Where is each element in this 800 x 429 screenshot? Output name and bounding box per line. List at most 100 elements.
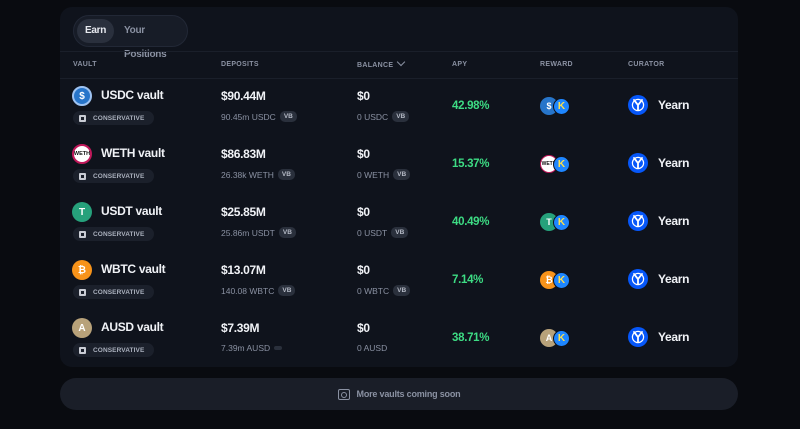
risk-label: CONSERVATIVE [93, 288, 145, 296]
deposits-value: $13.07M [221, 263, 266, 277]
risk-label: CONSERVATIVE [93, 346, 145, 354]
apy-value: 42.98% [452, 100, 490, 112]
vault-name: AUSD vault [101, 320, 164, 334]
column-header-reward: REWARD [540, 61, 573, 68]
risk-badge: CONSERVATIVE [73, 285, 154, 299]
wbtc-icon: ₿ [72, 260, 92, 280]
curator[interactable]: Yearn [628, 153, 690, 173]
balance-value: $0 [357, 89, 370, 103]
table-header: VAULT DEPOSITS BALANCE APY REWARD CURATO… [60, 51, 738, 79]
risk-badge: CONSERVATIVE [73, 111, 154, 125]
risk-label: CONSERVATIVE [93, 230, 145, 238]
deposits-token-amount: 26.38k WETH [221, 169, 274, 180]
balance-token: 0 USDC VB [357, 111, 410, 122]
tab-your-positions[interactable]: Your Positions [124, 25, 167, 60]
deposits-token-amount: 90.45m USDC [221, 111, 276, 122]
reward-tokens[interactable]: A K [540, 329, 576, 349]
shield-grid-icon [79, 230, 86, 238]
column-header-deposits: DEPOSITS [221, 61, 259, 68]
curator-name: Yearn [658, 214, 690, 228]
balance-token: 0 WETH VB [357, 169, 411, 180]
vault-name: USDC vault [101, 88, 164, 102]
kernel-token-icon: K [553, 156, 570, 173]
more-vaults-label: More vaults coming soon [356, 389, 461, 399]
yearn-logo-icon [628, 95, 648, 115]
vault-row[interactable]: T USDT vault CONSERVATIVE $25.85M 25.86m… [60, 193, 738, 251]
apy-value: 40.49% [452, 216, 490, 228]
deposits-value: $7.39M [221, 321, 260, 335]
deposits-value: $25.85M [221, 205, 266, 219]
balance-token-amount: 0 USDT [357, 227, 388, 238]
deposits-value: $86.83M [221, 147, 266, 161]
yearn-logo-icon [628, 211, 648, 231]
reward-tokens[interactable]: WETH K [540, 155, 576, 175]
vb-badge: VB [279, 111, 297, 122]
deposits-value: $90.44M [221, 89, 266, 103]
yearn-logo-icon [628, 327, 648, 347]
tab-bar: Earn Your Positions [73, 15, 188, 60]
balance-token: 0 USDT VB [357, 227, 409, 238]
usdt-icon: T [72, 202, 92, 222]
more-vaults-banner: More vaults coming soon [60, 378, 738, 410]
vb-badge: VB [278, 285, 296, 296]
reward-tokens[interactable]: $ K [540, 97, 576, 117]
vb-badge: VB [391, 227, 409, 238]
curator[interactable]: Yearn [628, 211, 690, 231]
balance-token-amount: 0 WBTC [357, 285, 390, 296]
column-header-balance[interactable]: BALANCE [357, 57, 406, 69]
risk-label: CONSERVATIVE [93, 172, 145, 180]
deposits-token: 90.45m USDC VB [221, 111, 297, 122]
reward-tokens[interactable]: T K [540, 213, 576, 233]
deposits-token: 140.08 WBTC VB [221, 285, 296, 296]
shield-grid-icon [79, 172, 86, 180]
balance-token-amount: 0 AUSD [357, 343, 388, 353]
vault-row[interactable]: ₿ WBTC vault CONSERVATIVE $13.07M 140.08… [60, 251, 738, 309]
curator-name: Yearn [658, 330, 690, 344]
balance-value: $0 [357, 321, 370, 335]
ausd-icon: A [72, 318, 92, 338]
deposits-token-amount: 25.86m USDT [221, 227, 275, 238]
balance-header-label: BALANCE [357, 62, 394, 69]
vault-row[interactable]: A AUSD vault CONSERVATIVE $7.39M 7.39m A… [60, 309, 738, 367]
vaults-panel: Earn Your Positions VAULT DEPOSITS BALAN… [60, 7, 738, 367]
balance-token: 0 AUSD [357, 343, 387, 353]
vault-name: WETH vault [101, 146, 165, 160]
vault-name: USDT vault [101, 204, 163, 218]
risk-label: CONSERVATIVE [93, 114, 145, 122]
balance-token-amount: 0 WETH [357, 169, 390, 180]
column-header-vault: VAULT [73, 61, 97, 68]
curator-name: Yearn [658, 98, 690, 112]
kernel-token-icon: K [553, 214, 570, 231]
curator-name: Yearn [658, 156, 690, 170]
risk-badge: CONSERVATIVE [73, 227, 154, 241]
kernel-token-icon: K [553, 272, 570, 289]
shield-grid-icon [79, 114, 86, 122]
balance-token-amount: 0 USDC [357, 111, 389, 122]
curator[interactable]: Yearn [628, 269, 690, 289]
column-header-apy: APY [452, 61, 468, 68]
balance-token: 0 WBTC VB [357, 285, 411, 296]
vault-row[interactable]: WETH WETH vault CONSERVATIVE $86.83M 26.… [60, 135, 738, 193]
apy-value: 15.37% [452, 158, 490, 170]
balance-value: $0 [357, 205, 370, 219]
usdc-icon: $ [72, 86, 92, 106]
reward-tokens[interactable]: ₿ K [540, 271, 576, 291]
apy-value: 38.71% [452, 332, 490, 344]
deposits-token-amount: 7.39m AUSD [221, 343, 271, 353]
deposits-token: 7.39m AUSD [221, 343, 283, 353]
risk-badge: CONSERVATIVE [73, 343, 154, 357]
balance-value: $0 [357, 263, 370, 277]
vault-row[interactable]: $ USDC vault CONSERVATIVE $90.44M 90.45m… [60, 77, 738, 135]
vault-name: WBTC vault [101, 262, 166, 276]
deposits-token: 25.86m USDT VB [221, 227, 296, 238]
curator[interactable]: Yearn [628, 95, 690, 115]
kernel-token-icon: K [553, 98, 570, 115]
vb-badge: VB [278, 227, 296, 238]
vault-safe-icon [337, 388, 350, 400]
tab-earn[interactable]: Earn [77, 19, 115, 43]
vb-badge: VB [392, 111, 410, 122]
vb-badge [274, 346, 283, 350]
curator[interactable]: Yearn [628, 327, 690, 347]
balance-value: $0 [357, 147, 370, 161]
deposits-token-amount: 140.08 WBTC [221, 285, 275, 296]
